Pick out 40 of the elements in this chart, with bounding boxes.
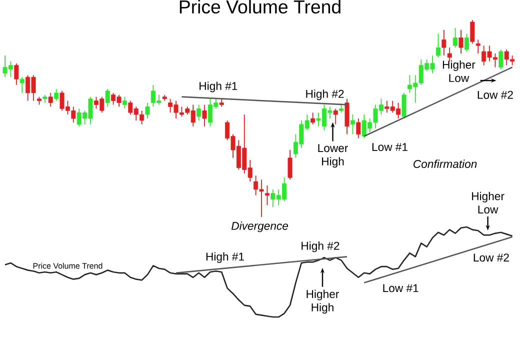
series-label: Price Volume Trend	[33, 262, 102, 269]
candlestick	[48, 92, 53, 108]
candlestick	[344, 98, 350, 135]
candlestick	[202, 104, 207, 127]
annotation: Low #2	[478, 90, 513, 99]
candlestick	[288, 150, 292, 180]
candlestick	[458, 29, 464, 54]
candlestick	[447, 47, 452, 62]
annotation: Low #1	[383, 284, 418, 292]
candlestick	[356, 118, 361, 139]
candlestick	[310, 112, 316, 125]
annotation: High #2	[302, 242, 340, 252]
annotation: Higher Low	[442, 60, 476, 82]
annotation: High #1	[206, 252, 244, 263]
candlestick	[196, 104, 202, 121]
candlestick	[145, 102, 150, 119]
candlestick	[14, 62, 19, 86]
candlestick	[436, 33, 440, 58]
candlestick	[264, 185, 270, 206]
candlestick	[498, 49, 504, 70]
candlestick	[464, 33, 469, 52]
annotation: Confirmation	[414, 160, 477, 168]
candlestick	[476, 39, 480, 54]
annotation: Higher High	[306, 290, 339, 314]
annotation: Low #1	[372, 143, 408, 152]
chart-title: Price Volume Trend	[180, 0, 340, 14]
annotation: Low #2	[474, 254, 509, 262]
annotation: High #2	[306, 90, 344, 100]
annotation: High #1	[200, 82, 238, 92]
candlestick	[453, 27, 458, 48]
candlestick	[20, 76, 24, 94]
candlestick	[54, 88, 59, 102]
candlestick	[442, 29, 446, 56]
candlestick	[350, 114, 355, 135]
candlestick	[122, 96, 127, 110]
candlestick	[470, 20, 475, 44]
annotation: Divergence	[232, 222, 288, 232]
annotation: Lower High	[318, 144, 348, 168]
annotation: Higher Low	[472, 192, 504, 214]
candlestick	[105, 88, 110, 108]
